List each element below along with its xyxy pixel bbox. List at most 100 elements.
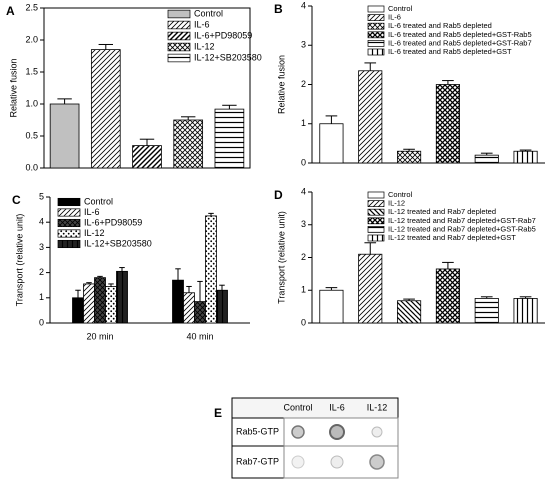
- legend-label: IL-6+PD98059: [84, 217, 142, 227]
- y-tick-label: 2: [39, 267, 44, 277]
- bar: [435, 268, 460, 324]
- y-tick-label: 3: [301, 40, 306, 50]
- y-tick-label: 4: [301, 186, 306, 196]
- legend-label: Control: [388, 4, 413, 13]
- y-tick-label: 0.0: [25, 162, 38, 172]
- bar: [319, 123, 344, 164]
- y-tick-label: 2.0: [25, 34, 38, 44]
- error-bar: [519, 296, 532, 299]
- y-axis-label: Relative fusion: [276, 55, 286, 114]
- legend-label: IL-12 treated and Rab7 depleted+GST-Rab5: [388, 224, 536, 233]
- error-bar: [403, 148, 415, 152]
- legend-label: IL-12 treated and Rab7 depleted+GST-Rab7: [388, 216, 536, 225]
- blot-dot: [291, 425, 305, 439]
- error-bar: [98, 43, 114, 50]
- row-label: Rab5-GTP: [236, 426, 279, 436]
- blot-dot: [371, 426, 383, 438]
- error-bar: [519, 149, 532, 152]
- bar: [183, 292, 195, 324]
- y-tick-label: 3: [39, 242, 44, 252]
- bar: [116, 270, 128, 324]
- bar: [72, 297, 84, 324]
- bar: [474, 154, 499, 164]
- y-tick-label: 1.0: [25, 98, 38, 108]
- legend-label: IL-12+SB203580: [194, 52, 262, 62]
- error-bar: [108, 283, 114, 287]
- legend-swatch: [367, 200, 385, 207]
- bar: [132, 145, 162, 169]
- legend-label: IL-12: [388, 199, 405, 208]
- legend-label: IL-12: [194, 41, 215, 51]
- error-bar: [139, 138, 155, 146]
- error-bar: [364, 242, 377, 255]
- error-bar: [325, 287, 338, 291]
- error-bar: [197, 280, 203, 302]
- legend-swatch: [367, 234, 385, 242]
- error-bar: [403, 298, 415, 301]
- column-label: IL-6: [329, 402, 345, 412]
- panel-label: D: [274, 188, 283, 202]
- bar: [90, 49, 121, 169]
- legend-swatch: [367, 226, 385, 233]
- legend-label: IL-12 treated and Rab7 depleted+GST: [388, 233, 516, 242]
- legend-swatch: [367, 217, 385, 225]
- panel-label: E: [214, 406, 222, 420]
- legend-swatch: [367, 40, 385, 47]
- legend-swatch: [367, 14, 385, 21]
- error-bar: [364, 62, 377, 71]
- bar: [397, 300, 422, 324]
- bar: [194, 301, 206, 324]
- y-tick-label: 5: [39, 191, 44, 201]
- legend-swatch: [167, 31, 191, 41]
- bar: [49, 103, 80, 169]
- error-bar: [186, 285, 192, 293]
- legend-swatch: [367, 208, 385, 216]
- legend-swatch: [57, 229, 81, 238]
- error-bar: [480, 296, 493, 299]
- y-tick-label: 0: [301, 157, 306, 167]
- legend-swatch: [57, 239, 81, 249]
- bar: [435, 84, 460, 164]
- y-tick-label: 1: [301, 118, 306, 128]
- bar: [105, 286, 117, 324]
- legend-label: Control: [194, 8, 223, 18]
- bar: [214, 108, 245, 169]
- blot: E Control IL-6 IL-12 Rab5-GTP Rab7-GTP: [214, 397, 399, 479]
- legend-label: IL-6: [388, 13, 401, 22]
- error-bar: [325, 115, 338, 124]
- y-axis-label: Transport (relative unit): [14, 214, 24, 307]
- x-tick-label: 40 min: [186, 331, 213, 341]
- legend-swatch: [57, 197, 81, 207]
- legend-swatch: [57, 208, 81, 217]
- legend-label: Control: [84, 196, 113, 206]
- y-axis-label: Relative fusion: [8, 58, 18, 117]
- legend-swatch: [367, 191, 385, 199]
- panel-label: C: [12, 193, 21, 207]
- x-tick-label: 20 min: [86, 331, 113, 341]
- bar: [513, 150, 538, 164]
- bar: [319, 289, 344, 324]
- bar: [397, 150, 422, 164]
- row-label: Rab7-GTP: [236, 456, 279, 466]
- blot-dot: [369, 454, 385, 470]
- y-tick-label: 2: [301, 252, 306, 262]
- blot-dot: [329, 424, 345, 440]
- y-tick-label: 3: [301, 219, 306, 229]
- error-bar: [219, 284, 225, 291]
- y-axis-label: Transport (relative unit): [276, 211, 286, 304]
- legend-label: IL-12+SB203580: [84, 238, 152, 248]
- y-tick-label: 1.5: [25, 66, 38, 76]
- bar: [474, 298, 499, 324]
- error-bar: [119, 267, 125, 272]
- legend-label: Control: [388, 190, 413, 199]
- error-bar: [86, 282, 92, 284]
- panel-label: B: [274, 2, 283, 16]
- bar: [83, 283, 95, 324]
- panel-label: A: [6, 4, 15, 18]
- y-tick-label: 4: [39, 217, 44, 227]
- legend-label: IL-12 treated and Rab7 depleted: [388, 207, 496, 216]
- bar: [358, 70, 383, 164]
- legend-label: IL-6+PD98059: [194, 30, 252, 40]
- blot-dot: [330, 455, 344, 469]
